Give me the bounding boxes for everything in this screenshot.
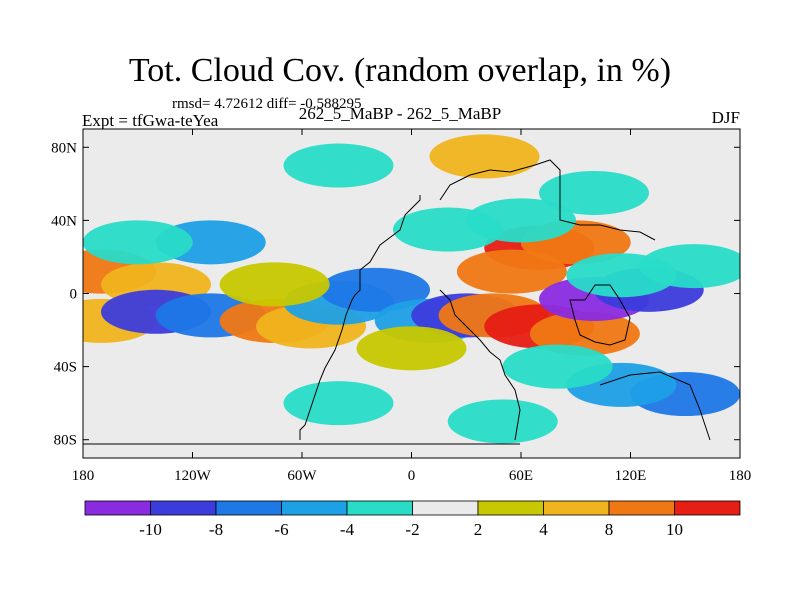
colorbar-label: 4 [539,520,548,539]
anomaly-blob [393,207,503,252]
anomaly-blob [502,344,613,389]
colorbar-label: 8 [605,520,614,539]
anomaly-blob [283,143,394,188]
colorbar-swatch [477,500,544,516]
anomaly-layer [83,134,740,444]
colorbar-swatch [215,500,282,516]
anomaly-blob [356,326,467,371]
y-tick-label: 80N [51,140,77,156]
y-tick-label: 80S [54,433,77,449]
coastline-west [299,195,421,440]
x-tick-label: 120E [615,468,647,484]
season-label: DJF [711,108,740,127]
colorbar-label: -4 [340,520,355,539]
anomaly-blob [539,170,649,215]
x-axis: 180 120W 60W 0 60E 120E 180 [72,129,752,484]
anomaly-blob [429,134,540,179]
colorbar-label: -2 [405,520,419,539]
colorbar-swatch [84,500,151,516]
runs-label: 262_5_MaBP - 262_5_MaBP [298,104,502,123]
coastline-africa [439,289,521,441]
colorbar: -10 -8 -6 -4 -2 2 4 8 10 [84,500,741,539]
coastline-north [439,159,656,241]
colorbar-swatch [150,500,217,516]
anomaly-blob [320,267,430,312]
x-tick-label: 60W [287,468,317,484]
colorbar-swatch [674,500,741,516]
colorbar-label: 10 [666,520,683,539]
colorbar-swatch [543,500,610,516]
y-tick-label: 40N [51,213,77,229]
chart-title: Tot. Cloud Cov. (random overlap, in %) [128,52,672,89]
anomaly-blob [447,399,558,444]
x-tick-label: 60E [509,468,533,484]
colorbar-label: -8 [209,520,223,539]
y-tick-label: 0 [70,287,78,303]
x-tick-label: 120W [174,468,212,484]
colorbar-swatch [281,500,348,516]
anomaly-blob [83,220,193,265]
coastline-south [599,371,711,441]
stats-text: rmsd= 4.72612 diff= -0.588295 [172,96,362,112]
colorbar-swatch [412,500,479,516]
colorbar-label: -6 [274,520,288,539]
coastline-india [569,284,631,346]
anomaly-blob [639,244,740,289]
colorbar-swatch [608,500,675,516]
x-tick-label: 180 [729,468,752,484]
coastline-layer [83,159,711,445]
y-axis: 80N 40N 0 40S 80S [51,140,740,449]
experiment-label: Expt = tfGwa-teYea [82,111,219,130]
anomaly-blob [283,381,394,426]
colorbar-label: -10 [139,520,162,539]
x-tick-label: 180 [72,468,95,484]
y-tick-label: 40S [54,360,77,376]
anomaly-blob [219,262,330,307]
anomaly-blob [456,249,567,294]
x-tick-label: 0 [408,468,416,484]
colorbar-swatch [346,500,413,516]
colorbar-label: 2 [474,520,483,539]
